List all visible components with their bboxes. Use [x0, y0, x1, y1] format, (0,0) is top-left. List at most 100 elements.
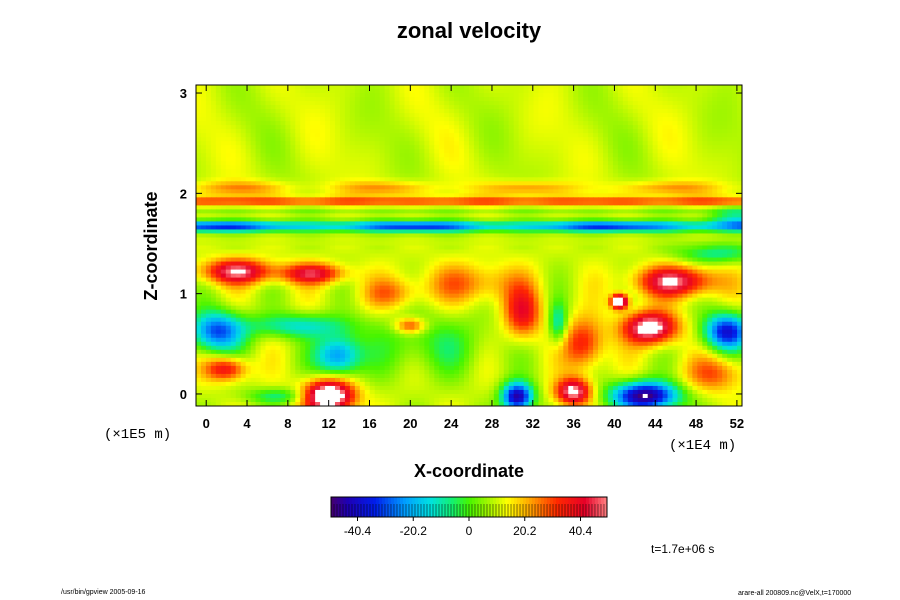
heatmap-cell [270, 185, 277, 190]
heatmap-cell [364, 97, 371, 102]
heatmap-cell [692, 245, 698, 251]
heatmap-cell [464, 257, 470, 263]
heatmap-cell [220, 169, 227, 174]
heatmap-cell [518, 197, 525, 202]
heatmap-cell [275, 89, 281, 94]
heatmap-cell [722, 101, 728, 106]
heatmap-cell [394, 257, 401, 263]
heatmap-cell [270, 161, 277, 166]
heatmap-cell [632, 129, 639, 134]
heatmap-cell [657, 245, 664, 251]
heatmap-cell [707, 93, 713, 98]
heatmap-cell [702, 129, 708, 134]
heatmap-cell [389, 161, 396, 166]
heatmap-cell [682, 117, 688, 122]
heatmap-cell [235, 137, 242, 142]
heatmap-cell [285, 137, 291, 142]
heatmap-cell [384, 97, 391, 102]
heatmap-cell [508, 245, 515, 251]
heatmap-cell [737, 89, 742, 94]
heatmap-cell [334, 117, 341, 122]
heatmap-cell [354, 253, 361, 259]
heatmap-cell [260, 137, 267, 142]
heatmap-cell [493, 165, 500, 170]
heatmap-cell [230, 225, 237, 231]
heatmap-cell [389, 141, 396, 146]
heatmap-cell [498, 133, 505, 138]
heatmap-cell [727, 105, 733, 110]
heatmap-cell [200, 105, 207, 110]
heatmap-cell [598, 101, 604, 106]
heatmap-cell [215, 249, 222, 255]
heatmap-cell [434, 97, 440, 102]
heatmap-cell [454, 129, 460, 134]
heatmap-cell [493, 261, 500, 267]
heatmap-cell [488, 161, 495, 166]
heatmap-cell [662, 165, 669, 170]
heatmap-cell [295, 85, 301, 90]
heatmap-cell [712, 249, 718, 255]
heatmap-cell [513, 181, 520, 186]
heatmap-cell [518, 189, 525, 194]
heatmap-cell [607, 217, 614, 223]
heatmap-cell [240, 257, 247, 263]
heatmap-cell [598, 153, 604, 158]
heatmap-cell [384, 221, 391, 227]
heatmap-cell [513, 229, 520, 235]
heatmap-cell [245, 97, 252, 102]
heatmap-cell [215, 217, 222, 223]
heatmap-cell [459, 125, 465, 130]
heatmap-cell [464, 149, 470, 154]
heatmap-cell [553, 137, 559, 142]
heatmap-cell [478, 109, 485, 114]
heatmap-cell [429, 169, 435, 174]
heatmap-cell [583, 201, 589, 206]
heatmap-cell [568, 97, 574, 102]
heatmap-cell [657, 193, 664, 198]
heatmap-cell [394, 213, 401, 219]
heatmap-cell [389, 249, 396, 255]
heatmap-cell [409, 85, 415, 90]
heatmap-cell [275, 201, 281, 206]
heatmap-cell [270, 245, 277, 251]
heatmap-cell [260, 253, 267, 259]
heatmap-cell [598, 161, 604, 166]
heatmap-cell [523, 189, 530, 194]
heatmap-cell [280, 89, 286, 94]
heatmap-cell [409, 141, 415, 146]
heatmap-cell [528, 185, 535, 190]
heatmap-cell [732, 161, 738, 166]
heatmap-cell [563, 93, 569, 98]
heatmap-cell [414, 189, 420, 194]
heatmap-cell [270, 193, 277, 198]
heatmap-cell [722, 181, 728, 186]
heatmap-cell [409, 249, 415, 255]
heatmap-cell [429, 85, 435, 90]
heatmap-cell [464, 145, 470, 150]
heatmap-cell [727, 241, 733, 247]
heatmap-cell [667, 229, 674, 235]
heatmap-cell [285, 161, 291, 166]
heatmap-cell [622, 233, 629, 239]
heatmap-cell [573, 209, 579, 214]
heatmap-cell [563, 181, 569, 186]
heatmap-cell [399, 217, 406, 223]
heatmap-cell [449, 229, 455, 235]
heatmap-cell [225, 237, 232, 243]
heatmap-cell [265, 241, 272, 247]
heatmap-cell [419, 197, 425, 202]
heatmap-cell [424, 157, 430, 162]
heatmap-cell [727, 89, 733, 94]
heatmap-cell [667, 109, 674, 114]
heatmap-cell [295, 145, 301, 150]
heatmap-cell [285, 197, 291, 202]
heatmap-cell [737, 141, 742, 146]
heatmap-cell [637, 193, 644, 198]
heatmap-cell [220, 205, 227, 210]
heatmap-cell [588, 125, 594, 130]
heatmap-cell [364, 181, 371, 186]
heatmap-cell [722, 113, 728, 118]
heatmap-cell [469, 225, 475, 231]
heatmap-cell [205, 177, 212, 182]
heatmap-cell [250, 89, 257, 94]
